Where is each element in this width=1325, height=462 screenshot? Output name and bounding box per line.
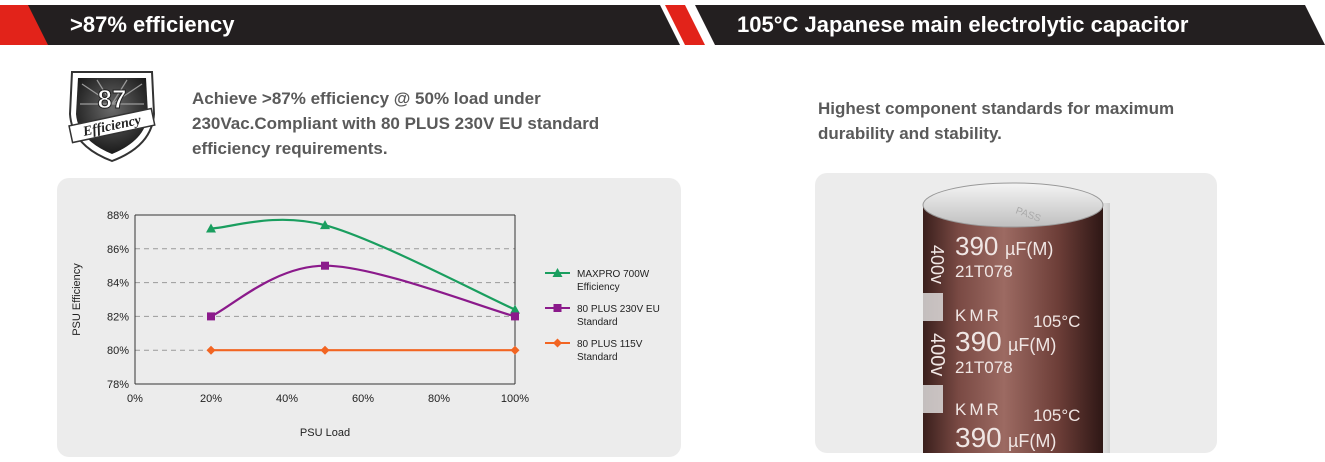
- legend-item: MAXPRO 700W Efficiency: [545, 268, 650, 293]
- data-point: [511, 312, 519, 321]
- x-tick-label: 60%: [352, 393, 374, 405]
- x-tick-label: 40%: [276, 393, 298, 405]
- x-tick-label: 100%: [501, 393, 529, 405]
- y-tick-label: 80%: [107, 345, 129, 357]
- banner-shape: [665, 5, 1325, 45]
- data-point: [553, 338, 562, 348]
- capacitor-image: PASS 400v 390 µF(M) 21T078 KMR 105°C 400…: [922, 182, 1110, 453]
- cap-capacitance-1: 390: [955, 231, 998, 261]
- capacitor-title: 105°C Japanese main electrolytic capacit…: [737, 12, 1189, 37]
- capacitor-banner: 105°C Japanese main electrolytic capacit…: [665, 5, 1325, 45]
- y-tick-label: 82%: [107, 311, 129, 323]
- cap-code-2: 21T078: [955, 358, 1013, 377]
- cap-unit-1: µF(M): [1005, 239, 1053, 259]
- cap-capacitance-2: 390: [955, 326, 1002, 357]
- data-point: [321, 261, 329, 270]
- data-point: [552, 268, 563, 277]
- cap-code-1: 21T078: [955, 262, 1013, 281]
- data-point: [510, 304, 520, 314]
- cap-voltage-2: 400v: [926, 333, 948, 376]
- data-point: [320, 220, 330, 230]
- cap-capacitance-3: 390: [955, 422, 1002, 453]
- data-point: [207, 312, 215, 321]
- legend-label: MAXPRO 700W: [577, 269, 650, 280]
- capacitor-photo: PASS 400v 390 µF(M) 21T078 KMR 105°C 400…: [815, 173, 1217, 453]
- legend-label: Efficiency: [577, 282, 620, 293]
- legend-label: Standard: [577, 352, 618, 363]
- cap-unit-3: µF(M): [1008, 431, 1056, 451]
- y-tick-label: 84%: [107, 278, 129, 290]
- data-point: [206, 345, 216, 355]
- legend-item: 80 PLUS 115V Standard: [545, 338, 643, 363]
- x-axis-label: PSU Load: [300, 427, 350, 439]
- y-axis-label: PSU Efficiency: [71, 263, 83, 336]
- legend-label: 80 PLUS 230V EU: [577, 304, 660, 315]
- x-tick-label: 20%: [200, 393, 222, 405]
- x-tick-label: 0%: [127, 393, 143, 405]
- cap-series-1: KMR: [955, 306, 1002, 325]
- data-point: [510, 345, 520, 355]
- series-1: [206, 218, 520, 314]
- efficiency-description: Achieve >87% efficiency @ 50% load under…: [192, 89, 600, 158]
- efficiency-badge-icon: 87 Efficiency: [68, 71, 156, 163]
- series-2: [207, 261, 519, 321]
- series-3: [206, 345, 520, 355]
- data-point: [553, 304, 562, 312]
- banner-shape: [0, 5, 680, 45]
- efficiency-title: >87% efficiency: [70, 12, 235, 37]
- y-tick-label: 78%: [107, 379, 129, 391]
- cap-voltage-1: 400v: [927, 245, 947, 284]
- y-tick-label: 88%: [107, 210, 129, 222]
- cap-temperature-1: 105°C: [1033, 312, 1080, 331]
- y-tick-label: 86%: [107, 244, 129, 256]
- efficiency-chart: 78% 80% 82% 84% 86% 88% 0% 20% 40% 60% 80% 100% PSU …: [71, 210, 660, 439]
- cap-unit-2: µF(M): [1008, 335, 1056, 355]
- legend-item: 80 PLUS 230V EU Standard: [545, 304, 660, 328]
- capacitor-description: Highest component standards for maximum …: [818, 99, 1175, 143]
- efficiency-banner: >87% efficiency: [0, 5, 680, 45]
- data-point: [206, 223, 216, 233]
- x-tick-label: 80%: [428, 393, 450, 405]
- cap-series-2: KMR: [955, 400, 1002, 419]
- legend-label: Standard: [577, 317, 618, 328]
- chart-panel: 78% 80% 82% 84% 86% 88% 0% 20% 40% 60% 80% 100% PSU …: [57, 178, 681, 457]
- data-point: [320, 345, 330, 355]
- cap-temperature-2: 105°C: [1033, 406, 1080, 425]
- badge-number: 87: [98, 84, 127, 114]
- series-line: [210, 264, 516, 318]
- series-line: [210, 218, 516, 311]
- legend-label: 80 PLUS 115V: [577, 339, 643, 350]
